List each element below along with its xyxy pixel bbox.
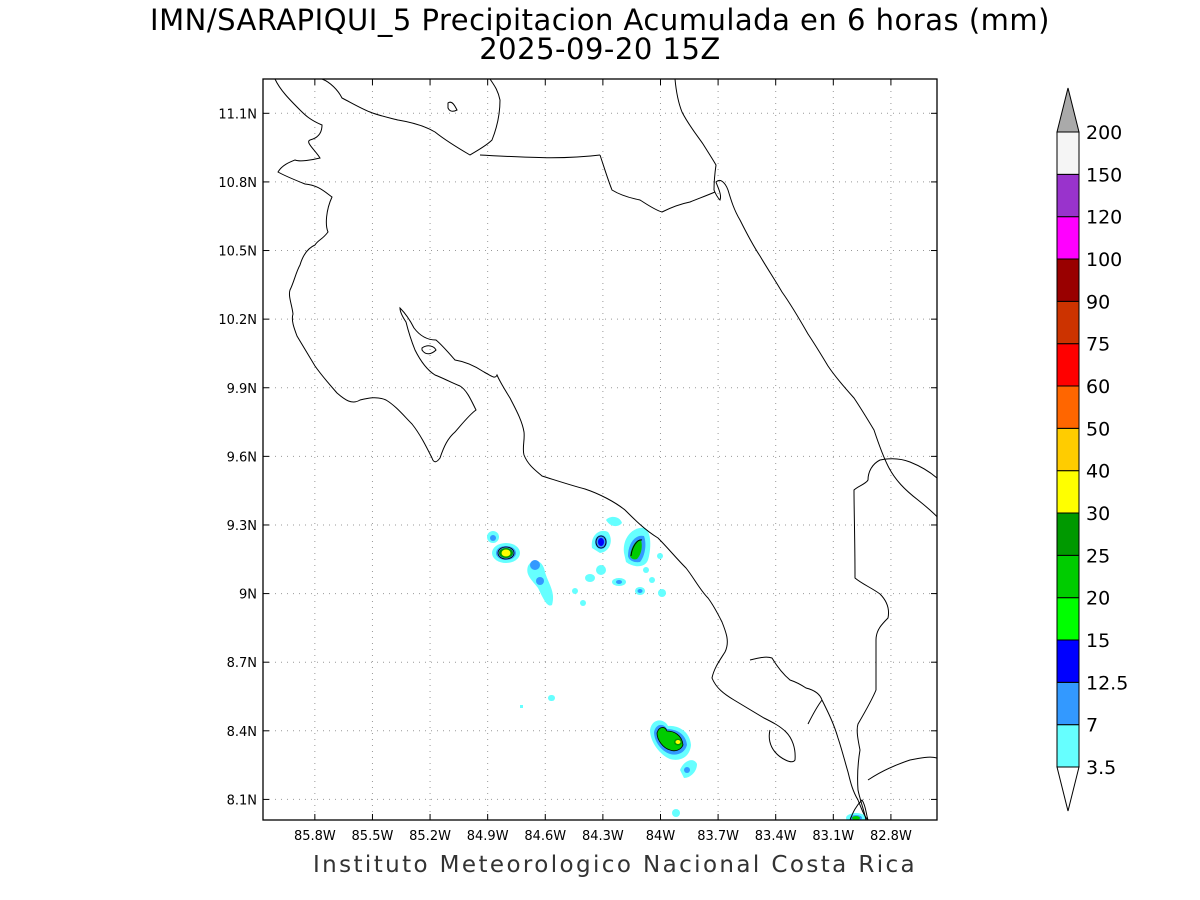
colorbar-swatch [1056, 173, 1080, 218]
small-island [447, 101, 458, 112]
colorbar-swatch [1056, 300, 1080, 345]
punta-burica [849, 799, 869, 820]
colorbar-swatch [1056, 597, 1080, 641]
y-tick-label: 8.7N [227, 656, 257, 671]
x-tick-label: 83.1W [812, 829, 854, 844]
x-tick-label: 83.7W [697, 829, 739, 844]
colorbar-label: 50 [1086, 418, 1110, 440]
colorbar-label: 100 [1086, 249, 1122, 271]
x-tick-label: 84.6W [524, 829, 566, 844]
costa-rica-caribbean [674, 79, 937, 518]
nicaragua-coast [274, 79, 796, 763]
y-tick-label: 9.3N [227, 519, 257, 534]
precip-cell [580, 516, 666, 606]
colorbar-label: 40 [1086, 461, 1110, 483]
colorbar-label: 90 [1086, 291, 1110, 313]
x-tick-label: 82.8W [870, 829, 912, 844]
colorbar-label: 75 [1086, 334, 1110, 356]
caribbean-nic [599, 154, 716, 213]
y-tick-label: 11.1N [218, 107, 257, 122]
colorbar-label: 20 [1086, 588, 1110, 610]
map-frame [262, 78, 938, 821]
colorbar-swatch [1056, 258, 1080, 302]
colorbar-swatch [1056, 216, 1080, 260]
precip-cell [487, 531, 520, 563]
colorbar-swatch [1056, 724, 1080, 768]
colorbar-label: 7 [1086, 715, 1098, 737]
colorbar-swatch [1056, 681, 1080, 726]
colorbar-over-arrow [1056, 87, 1080, 133]
y-tick-label: 9.9N [227, 382, 257, 397]
colorbar-label: 15 [1086, 630, 1110, 652]
colorbar-swatch [1056, 512, 1080, 556]
x-tick-label: 83.4W [755, 829, 797, 844]
osa-peninsula [749, 656, 823, 725]
colorbar-label: 200 [1086, 122, 1122, 144]
map-datetime: 2025-09-20 15Z [479, 32, 721, 66]
x-tick-label: 85.2W [409, 829, 451, 844]
y-tick-label: 10.2N [218, 313, 257, 328]
colorbar-swatch [1056, 343, 1080, 387]
y-tick-label: 8.4N [227, 725, 257, 740]
colorbar-swatch [1056, 554, 1080, 599]
colorbar-label: 12.5 [1086, 672, 1128, 694]
x-tick-label: 84W [646, 829, 676, 844]
colorbar-swatch [1056, 470, 1080, 514]
golfito-coast [821, 699, 869, 820]
colorbar-label: 30 [1086, 503, 1110, 525]
y-tick-label: 10.8N [218, 176, 257, 191]
y-tick-label: 8.1N [227, 793, 257, 808]
colorbar-legend: 3.5 7 12.5 15 20 25 30 40 50 60 75 90 100 120 150 200 [1056, 87, 1128, 812]
y-tick-label: 9.6N [227, 450, 257, 465]
x-tick-label: 85.5W [352, 829, 394, 844]
colorbar-label: 3.5 [1086, 757, 1116, 779]
colorbar-label: 25 [1086, 545, 1110, 567]
lake-island [421, 345, 437, 355]
grid-lines [263, 79, 937, 820]
precip-cell [520, 560, 578, 708]
nicoya-coast-upper [321, 79, 501, 156]
precipitation-field [487, 516, 866, 820]
colorbar-swatch [1056, 427, 1080, 472]
colorbar-label: 120 [1086, 207, 1122, 229]
nicaragua-top [479, 154, 601, 159]
colorbar-swatch [1056, 131, 1080, 175]
colorbar-label: 60 [1086, 376, 1110, 398]
colorbar-under-arrow [1056, 766, 1080, 812]
map-title: IMN/SARAPIQUI_5 Precipitacion Acumulada … [150, 3, 1050, 37]
axis-ticks: 85.8W 85.5W 85.2W 84.9W 84.6W 84.3W 84W 83.7W 83… [218, 79, 937, 844]
precip-cell [846, 813, 866, 820]
panama-border [853, 458, 937, 820]
precip-cell [650, 720, 697, 817]
colorbar-label: 150 [1086, 164, 1122, 186]
colorbar-swatch [1056, 385, 1080, 429]
y-tick-label: 9N [239, 588, 257, 603]
x-tick-label: 84.3W [582, 829, 624, 844]
x-tick-label: 85.8W [294, 829, 336, 844]
y-tick-label: 10.5N [218, 245, 257, 260]
footer-credit: Instituto Meteorologico Nacional Costa R… [312, 852, 918, 878]
coastlines [274, 79, 937, 820]
panama-coast [867, 756, 937, 781]
colorbar-swatch [1056, 639, 1080, 683]
x-tick-label: 84.9W [467, 829, 509, 844]
